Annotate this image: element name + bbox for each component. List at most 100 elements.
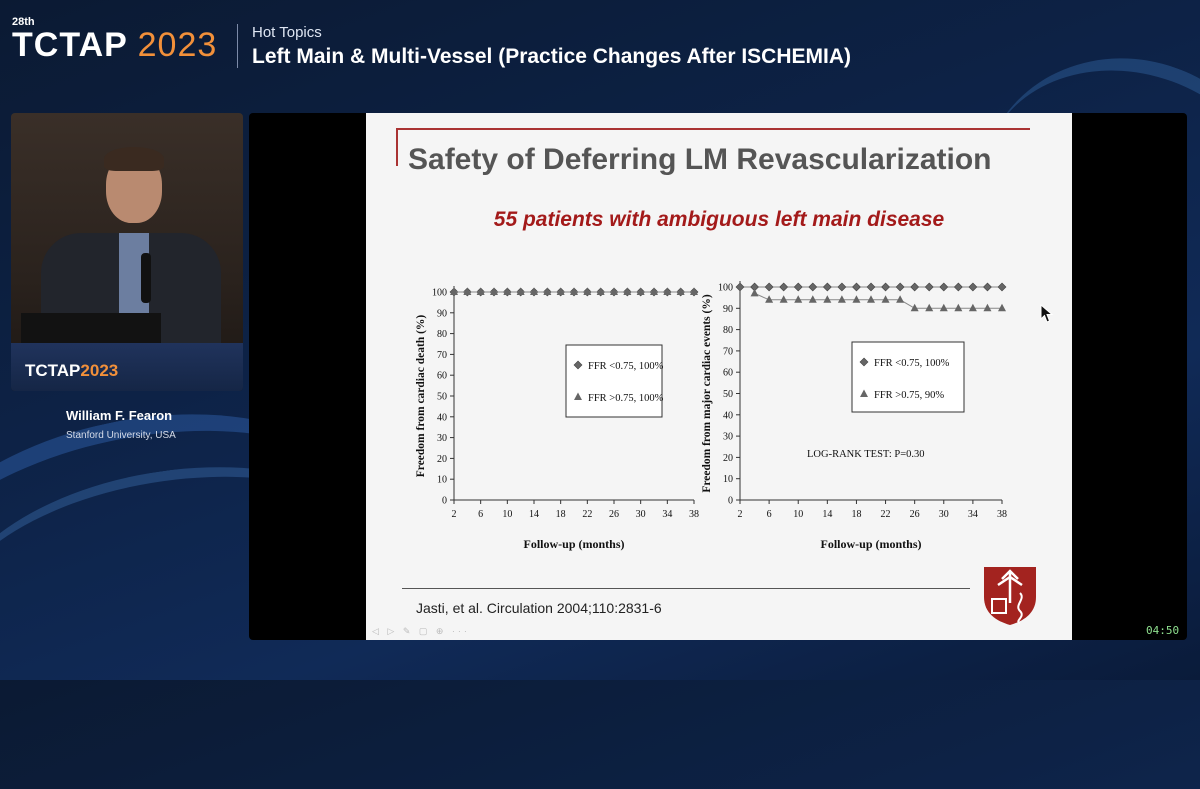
y-tick-label: 40	[437, 412, 447, 423]
laptop	[21, 313, 161, 347]
x-tick-label: 6	[767, 509, 772, 520]
data-point	[910, 282, 920, 292]
x-tick-label: 34	[662, 509, 672, 520]
legend-marker	[860, 389, 868, 397]
citation-rule	[402, 588, 970, 589]
speaker-name: William F. Fearon	[66, 408, 173, 423]
data-point	[837, 282, 847, 292]
x-tick-label: 2	[738, 509, 743, 520]
y-tick-label: 60	[437, 371, 447, 382]
x-tick-label: 22	[582, 509, 592, 520]
data-point	[925, 303, 934, 312]
data-point	[983, 303, 992, 312]
x-tick-label: 6	[478, 509, 483, 520]
data-point	[503, 287, 512, 295]
chart-major-events: 0 10 20 30 40 50 60 70 80 90 100 2 6 10 14 18 22 26 30 34 38…	[701, 277, 1017, 567]
session-category: Hot Topics	[252, 24, 322, 41]
y-tick-label: 20	[437, 454, 447, 465]
data-point	[530, 287, 538, 295]
y-tick-label: 0	[442, 496, 447, 507]
data-point	[623, 287, 632, 295]
y-tick-label: 30	[437, 433, 447, 444]
y-tick-label: 10	[437, 475, 447, 486]
data-point	[690, 287, 698, 295]
x-tick-label: 2	[452, 509, 457, 520]
data-point	[867, 295, 875, 303]
data-point	[779, 295, 788, 303]
brand-name: TCTAP	[12, 26, 128, 64]
y-tick-label: 80	[723, 325, 733, 336]
slide-subtitle: 55 patients with ambiguous left main dis…	[493, 208, 945, 231]
data-point	[924, 282, 934, 292]
x-tick-label: 30	[636, 509, 646, 520]
legend-marker	[574, 392, 582, 400]
legend-label: FFR >0.75, 90%	[874, 390, 944, 401]
x-tick-label: 14	[529, 509, 539, 520]
data-point	[765, 295, 774, 303]
x-tick-label: 10	[793, 509, 803, 520]
y-tick-label: 70	[723, 346, 733, 357]
x-tick-label: 30	[939, 509, 949, 520]
data-point	[852, 282, 861, 292]
data-point	[953, 282, 963, 292]
title-rule-vertical	[396, 128, 398, 166]
legend-label: FFR >0.75, 100%	[588, 393, 664, 404]
x-axis-label: Follow-up (months)	[523, 537, 624, 551]
x-tick-label: 38	[997, 509, 1007, 520]
stanford-crest-icon	[984, 567, 1036, 625]
y-tick-label: 90	[437, 308, 447, 319]
data-point	[636, 287, 645, 295]
x-tick-label: 14	[822, 509, 832, 520]
chart-annotation: LOG-RANK TEST: P=0.30	[807, 449, 925, 460]
data-point	[939, 303, 948, 312]
podium-logo: TCTAP2023	[25, 361, 119, 380]
speaker-hair	[104, 147, 164, 171]
y-axis-label: Freedom from cardiac death (%)	[415, 315, 427, 478]
data-point	[543, 287, 552, 295]
speaker-video: TCTAP2023	[11, 113, 243, 391]
data-point	[556, 287, 565, 295]
legend-box	[565, 344, 663, 418]
data-point	[596, 287, 605, 295]
data-point	[998, 303, 1006, 312]
elapsed-timer: 04:50	[1146, 624, 1180, 637]
podium	[11, 343, 243, 391]
legend-marker	[573, 360, 583, 370]
slide: Safety of Deferring LM Revascularization…	[366, 113, 1072, 640]
data-point	[583, 287, 592, 295]
x-tick-label: 26	[609, 509, 619, 520]
y-tick-label: 80	[437, 329, 447, 340]
series-line-2	[754, 292, 1002, 309]
data-point	[910, 303, 919, 312]
y-tick-label: 20	[723, 453, 733, 464]
data-point	[650, 287, 658, 295]
slide-citation: Jasti, et al. Circulation 2004;110:2831-…	[416, 600, 662, 616]
data-point	[793, 282, 803, 292]
data-point	[866, 282, 876, 292]
x-tick-label: 18	[851, 509, 861, 520]
data-point	[570, 287, 578, 295]
y-tick-label: 40	[723, 410, 733, 421]
x-tick-label: 38	[689, 509, 699, 520]
data-point	[490, 287, 498, 295]
edition-label: 28th	[12, 16, 35, 28]
chart-cardiac-death: 0 10 20 30 40 50 60 70 80 90 100 2 6 10 14 18 22 26 30 34 38…	[406, 277, 706, 567]
data-point	[968, 303, 977, 312]
x-tick-label: 10	[502, 509, 512, 520]
data-point	[881, 295, 890, 303]
data-point	[735, 282, 745, 292]
data-point	[808, 295, 817, 303]
title-rule	[396, 128, 1030, 130]
x-tick-label: 22	[881, 509, 891, 520]
data-point	[750, 288, 759, 297]
data-point	[476, 287, 485, 295]
x-tick-label: 26	[910, 509, 920, 520]
data-point	[939, 282, 949, 292]
slide-nav-controls[interactable]: ◁ ▷ ✎ ▢ ⊕ ···	[372, 626, 470, 636]
data-point	[954, 303, 963, 312]
y-tick-label: 100	[718, 283, 733, 294]
legend-label: FFR <0.75, 100%	[874, 358, 950, 369]
header-divider	[237, 24, 238, 68]
y-tick-label: 60	[723, 368, 733, 379]
